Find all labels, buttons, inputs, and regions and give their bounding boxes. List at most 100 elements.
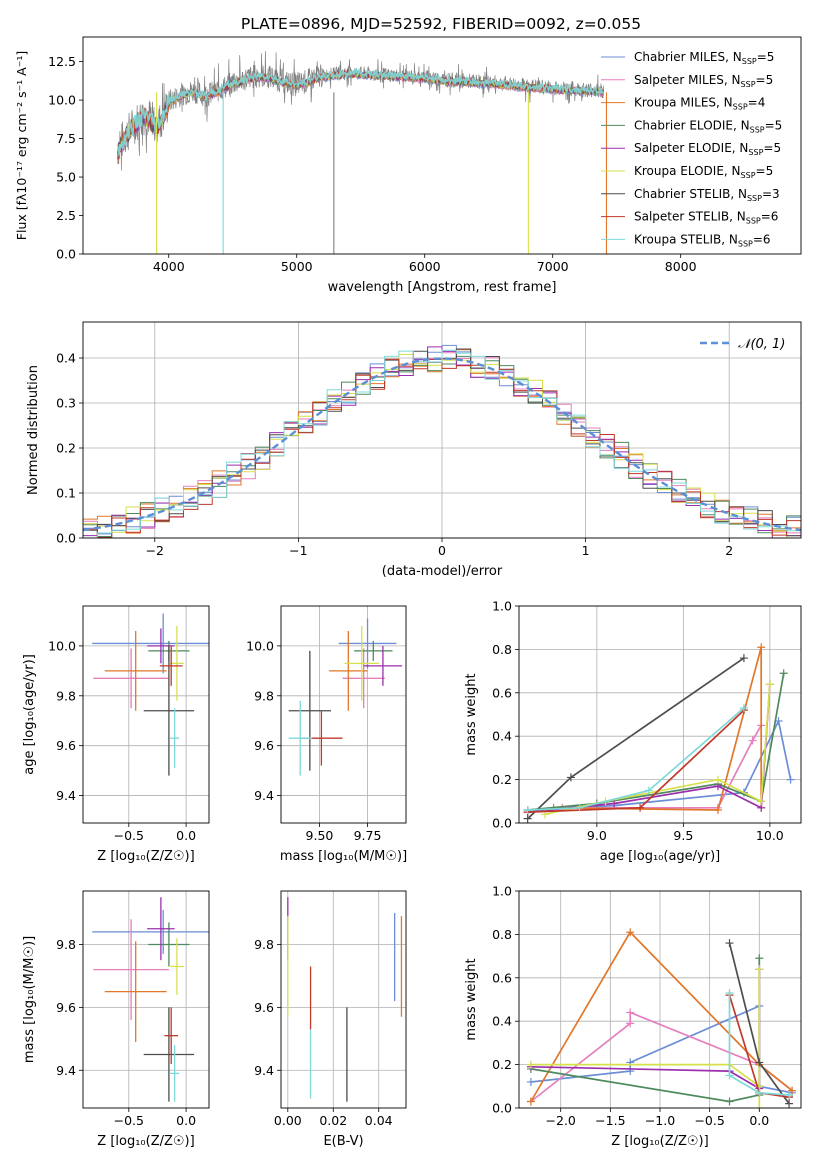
mass-weight-point-kroupa-elodie bbox=[755, 1104, 764, 1108]
mass-weight-line-kroupa-miles bbox=[553, 646, 763, 811]
panels: 4000 5000 6000 7000 80000.02.55.07.510.012.5… bbox=[14, 36, 802, 1149]
axes-frame bbox=[280, 890, 407, 1109]
y-tick-label: 9.4 bbox=[56, 788, 76, 803]
legend-label-kroupa-stelib: Kroupa STELIB, NSSP=6 bbox=[634, 232, 771, 248]
mass-weight-point-chabrier-stelib bbox=[739, 654, 748, 663]
y-tick-label: 9.4 bbox=[56, 1063, 76, 1078]
plot-area bbox=[116, 51, 608, 254]
y-tick-label: 12.5 bbox=[48, 54, 76, 69]
x-tick-label: 2 bbox=[725, 543, 733, 558]
mass-weight-point-kroupa-elodie bbox=[757, 797, 766, 806]
y-tick-label: 1.0 bbox=[492, 599, 512, 614]
mass-weight-point-kroupa-elodie bbox=[765, 680, 774, 689]
panel-ebv: 0.00 0.02 0.04 9.4 9.6 9.8 E(B-V) bbox=[254, 890, 407, 1149]
x-tick-label: −1.0 bbox=[645, 1113, 675, 1128]
x-tick-label: 0.0 bbox=[176, 1113, 196, 1128]
legend-label-chabrier-stelib: Chabrier STELIB, NSSP=3 bbox=[634, 187, 780, 203]
mass-weight-line-kroupa-stelib bbox=[527, 707, 745, 811]
figure-title: PLATE=0896, MJD=52592, FIBERID=0092, z=0… bbox=[241, 15, 641, 33]
y-tick-label: 9.8 bbox=[254, 937, 274, 952]
y-tick-label: 9.6 bbox=[254, 1000, 274, 1015]
mass-weight-point-kroupa-stelib bbox=[523, 805, 532, 814]
axes-frame bbox=[82, 321, 802, 539]
x-axis-label: E(B-V) bbox=[323, 1134, 363, 1149]
panel-spectrum: 4000 5000 6000 7000 8000 0.0 2.5 5.0 7.5 10.0 12.5… bbox=[14, 36, 802, 295]
axes-frame bbox=[518, 890, 802, 1109]
plot-area bbox=[288, 618, 403, 776]
y-tick-label: 7.5 bbox=[56, 131, 76, 146]
x-tick-label: 9.5 bbox=[673, 828, 693, 843]
legend-label-kroupa-elodie: Kroupa ELODIE, NSSP=5 bbox=[634, 164, 773, 180]
mass-weight-point-kroupa-stelib bbox=[644, 786, 653, 795]
y-tick-label: 9.8 bbox=[254, 688, 274, 703]
y-tick-label: 0.0 bbox=[492, 1101, 512, 1116]
y-tick-label: 10.0 bbox=[48, 93, 76, 108]
mass-weight-point-kroupa-miles bbox=[526, 1097, 535, 1106]
axes-frame bbox=[82, 36, 802, 255]
mass-weight-point-salpeter-elodie bbox=[610, 799, 619, 808]
y-tick-label: 0.2 bbox=[492, 772, 512, 787]
y-tick-label: 0.0 bbox=[56, 247, 76, 262]
y-tick-label: 9.8 bbox=[56, 937, 76, 952]
plot-area bbox=[523, 643, 795, 823]
mass-weight-point-chabrier-stelib bbox=[755, 1058, 764, 1067]
mass-weight-point-kroupa-elodie bbox=[713, 775, 722, 784]
mass-weight-point-kroupa-elodie bbox=[755, 965, 764, 974]
data-spectrum-line bbox=[117, 51, 604, 171]
x-axis-label: Z [log₁₀(Z/Z☉)] bbox=[97, 1134, 194, 1149]
legend-label-salpeter-miles: Salpeter MILES, NSSP=5 bbox=[634, 73, 773, 89]
y-tick-label: 0.2 bbox=[492, 1057, 512, 1072]
mass-weight-point-kroupa-stelib bbox=[785, 1090, 794, 1099]
x-tick-label: −0.5 bbox=[114, 828, 144, 843]
x-axis-label: Z [log₁₀(Z/Z☉)] bbox=[97, 849, 194, 864]
y-tick-label: 1.0 bbox=[492, 884, 512, 899]
x-tick-label: 0.0 bbox=[749, 1113, 769, 1128]
mass-weight-point-salpeter-miles bbox=[748, 736, 757, 745]
mass-weight-line-kroupa-miles bbox=[530, 930, 793, 1102]
plot-area bbox=[92, 897, 209, 1102]
y-tick-label: 0.6 bbox=[492, 970, 512, 985]
y-tick-label: 0.4 bbox=[492, 1014, 512, 1029]
y-tick-label: 0.2 bbox=[56, 441, 76, 456]
panel-residuals: −2 −1 0 1 2 0.0 0.1 0.2 0.3 0.4 (data-model)/error… bbox=[26, 321, 802, 579]
x-tick-label: 10.0 bbox=[756, 828, 784, 843]
x-tick-label: 0.0 bbox=[176, 828, 196, 843]
x-tick-label: 8000 bbox=[665, 259, 697, 274]
mass-weight-point-chabrier-elodie bbox=[779, 669, 788, 678]
plot-area bbox=[92, 613, 209, 776]
y-tick-label: 0.8 bbox=[492, 642, 512, 657]
y-tick-label: 9.4 bbox=[254, 788, 274, 803]
histogram-kroupa-stelib bbox=[83, 349, 801, 538]
mass-weight-point-chabrier-stelib bbox=[725, 939, 734, 948]
y-tick-label: 10.0 bbox=[246, 638, 274, 653]
y-axis-label: Flux [fλ10⁻¹⁷ erg cm⁻² s⁻¹ A⁻¹] bbox=[14, 51, 29, 240]
x-axis-label: Z [log₁₀(Z/Z☉)] bbox=[611, 1134, 708, 1149]
y-tick-label: 0.4 bbox=[56, 351, 76, 366]
x-tick-label: 0.02 bbox=[319, 1113, 347, 1128]
x-axis-label: wavelength [Angstrom, rest frame] bbox=[328, 280, 557, 295]
histogram-salpeter-elodie bbox=[83, 346, 801, 538]
axes-frame bbox=[280, 605, 407, 824]
mass-weight-point-kroupa-stelib bbox=[739, 703, 748, 712]
y-tick-label: 2.5 bbox=[56, 208, 76, 223]
y-axis-label: mass weight bbox=[464, 673, 479, 755]
normal-curve bbox=[83, 357, 801, 532]
y-axis-label: mass [log₁₀(M/M☉)] bbox=[22, 936, 37, 1063]
y-tick-label: 9.6 bbox=[56, 738, 76, 753]
x-tick-label: 0 bbox=[438, 543, 446, 558]
mass-weight-point-chabrier-miles bbox=[526, 1077, 535, 1086]
legend-label-chabrier-miles: Chabrier MILES, NSSP=5 bbox=[634, 50, 774, 66]
x-tick-label: 0.04 bbox=[365, 1113, 393, 1128]
mass-weight-point-kroupa-stelib bbox=[725, 988, 734, 997]
x-tick-label: −1.5 bbox=[595, 1113, 625, 1128]
x-tick-label: 4000 bbox=[153, 259, 185, 274]
x-tick-label: 6000 bbox=[409, 259, 441, 274]
model-spectrum-kroupa-stelib bbox=[116, 67, 605, 156]
y-tick-label: 0.3 bbox=[56, 396, 76, 411]
mass-weight-line-chabrier-miles bbox=[530, 1004, 793, 1094]
plot-area bbox=[287, 897, 403, 1102]
mass-weight-point-kroupa-miles bbox=[788, 1086, 797, 1095]
y-tick-label: 9.4 bbox=[254, 1063, 274, 1078]
mass-weight-point-kroupa-elodie bbox=[526, 1060, 535, 1069]
axes-frame bbox=[82, 890, 210, 1109]
